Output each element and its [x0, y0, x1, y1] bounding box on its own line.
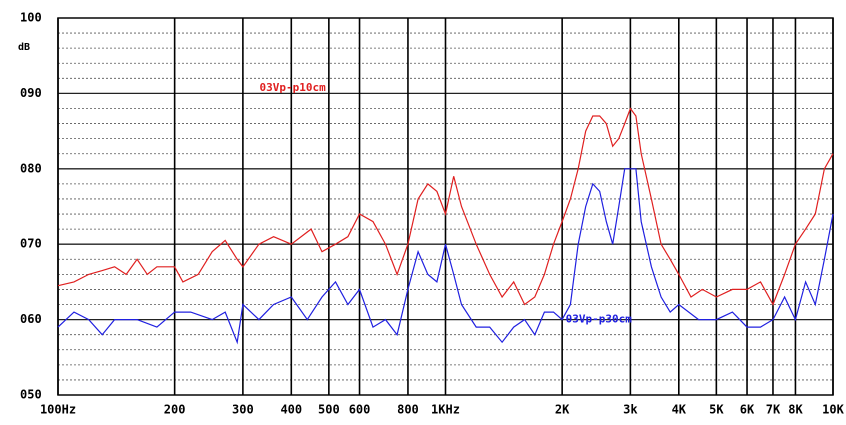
y-tick-label: 070	[20, 237, 42, 251]
x-tick-label: 800	[397, 403, 419, 417]
x-tick-label: 6K	[740, 403, 755, 417]
x-tick-label: 8K	[788, 403, 803, 417]
x-tick-label: 1KHz	[431, 403, 460, 417]
x-tick-label: 10K	[822, 403, 844, 417]
x-tick-label: 7K	[766, 403, 781, 417]
x-tick-label: 600	[349, 403, 371, 417]
y-tick-label: 080	[20, 161, 42, 175]
series-label: 03Vp-p10cm	[260, 81, 327, 94]
y-tick-label: 090	[20, 86, 42, 100]
x-tick-label: 200	[164, 403, 186, 417]
y-axis-label: dB	[18, 42, 30, 53]
x-tick-label: 3k	[623, 403, 638, 417]
x-tick-label: 500	[318, 403, 340, 417]
x-tick-label: 4K	[672, 403, 687, 417]
y-tick-label: 050	[20, 388, 42, 402]
x-tick-label: 400	[280, 403, 302, 417]
series-line	[57, 107, 834, 306]
y-tick-label: 100	[20, 11, 42, 25]
y-tick-label: 060	[20, 312, 42, 326]
series-label: 03Vp-p30cm	[566, 313, 633, 326]
x-tick-label: 2K	[555, 403, 570, 417]
series-line	[57, 168, 834, 345]
x-tick-label: 100Hz	[40, 403, 76, 417]
x-tick-label: 300	[232, 403, 254, 417]
x-tick-label: 5K	[709, 403, 724, 417]
